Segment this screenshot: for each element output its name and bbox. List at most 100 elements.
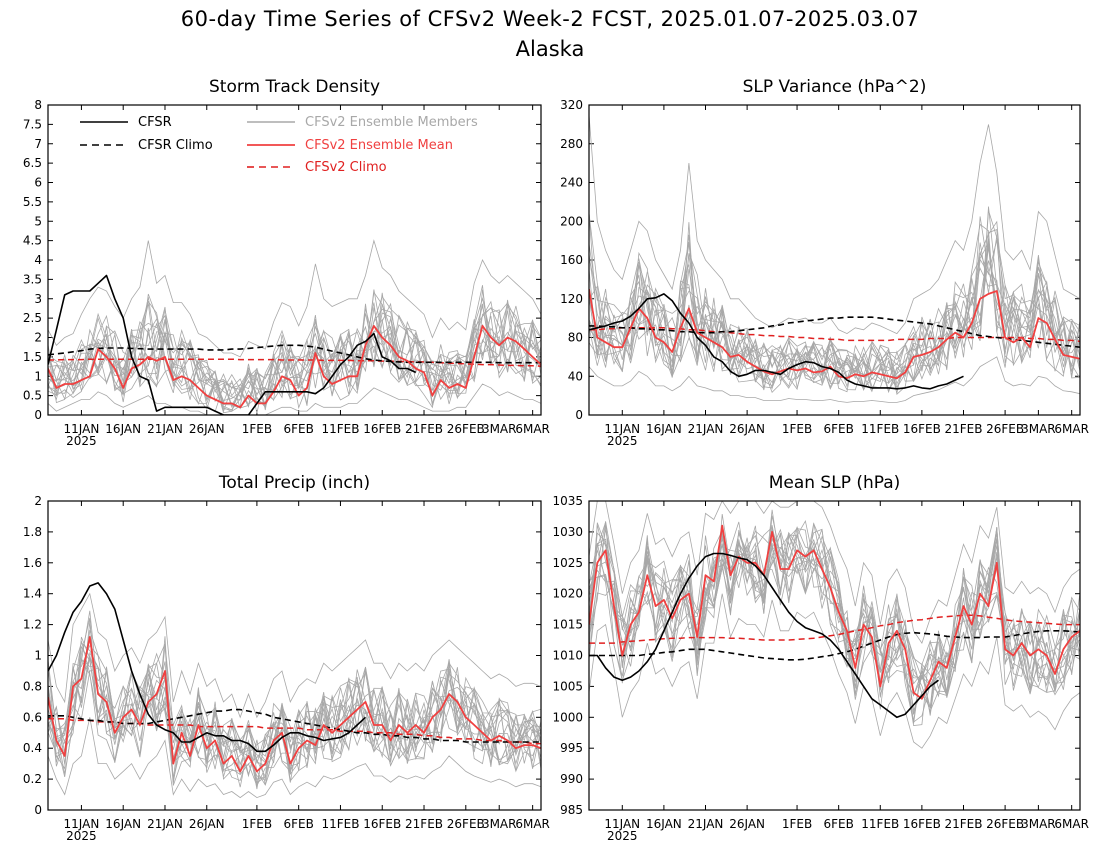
x-year-label: 2025 [66, 434, 97, 448]
ensemble-member-line [589, 529, 1080, 715]
x-tick-label: 11FEB [861, 422, 899, 436]
series-cfsr-climo [589, 316, 1080, 348]
x-tick-label: 6FEB [823, 817, 853, 831]
panel-title: SLP Variance (hPa^2) [743, 77, 927, 97]
series-cfsr-climo [589, 630, 1080, 661]
series-cfsr [48, 274, 417, 415]
series-cfsr-climo [48, 708, 541, 743]
y-tick-label: 0.8 [23, 679, 42, 693]
x-tick-label: 3MAR [482, 817, 517, 831]
x-tick-label: 16FEB [903, 817, 941, 831]
ensemble-member-line [589, 212, 1080, 390]
y-tick-label: 80 [568, 331, 583, 345]
ensemble-member-line [48, 293, 541, 410]
ensemble-member-line [48, 303, 541, 407]
ensemble-envelope-upper [48, 239, 541, 358]
y-tick-label: 2.5 [23, 311, 42, 325]
x-tick-label: 3MAR [482, 422, 517, 436]
y-tick-label: 200 [560, 214, 583, 228]
ensemble-member-line [48, 667, 541, 780]
plot-frame [588, 104, 1081, 416]
ensemble-member-line [48, 292, 541, 414]
ensemble-member-line [589, 210, 1080, 392]
ensemble-envelope-lower [589, 356, 1080, 403]
y-tick-label: 0.6 [23, 710, 42, 724]
series-cfsv2-ensemble-mean [48, 325, 541, 409]
y-tick-label: 1 [34, 649, 42, 663]
x-tick-label: 11JAN [64, 817, 100, 831]
x-tick-label: 26FEB [447, 817, 485, 831]
series-cfsv2-ensemble-mean [48, 636, 541, 773]
y-tick-label: 985 [560, 803, 583, 817]
x-tick-label: 26JAN [729, 422, 765, 436]
figure-subtitle: Alaska [516, 37, 585, 61]
y-tick-label: 120 [560, 292, 583, 306]
y-tick-label: 0 [575, 408, 583, 422]
y-tick-label: 990 [560, 772, 583, 786]
plot-frame [588, 500, 1081, 811]
x-tick-label: 6FEB [283, 422, 313, 436]
y-tick-label: 2 [34, 494, 42, 508]
legend-label-cfsr-climo: CFSR Climo [138, 138, 213, 153]
panel-title: Mean SLP (hPa) [769, 473, 901, 493]
x-tick-label: 16FEB [363, 422, 401, 436]
y-tick-label: 995 [560, 741, 583, 755]
y-tick-label: 1025 [552, 556, 583, 570]
panel-storm-track-density: Storm Track Density 0 0.5 1 1.5 2 2.5 3 3.5 4 4.5 5… [23, 77, 550, 448]
x-tick-label: 11JAN [604, 422, 640, 436]
ensemble-envelope-upper [48, 592, 541, 719]
y-tick-label: 0.4 [23, 741, 42, 755]
x-tick-label: 21FEB [405, 422, 443, 436]
x-tick-label: 26JAN [189, 817, 225, 831]
y-tick-label: 1.6 [23, 556, 42, 570]
plot-area [589, 114, 1080, 403]
x-tick-label: 26JAN [189, 422, 225, 436]
panel-slp-variance: SLP Variance (hPa^2) 0 40 80 120 160 200 240 280… [560, 77, 1089, 448]
ensemble-envelope-lower [48, 717, 541, 799]
x-tick-label: 3MAR [1021, 817, 1056, 831]
plot-area [589, 501, 1080, 749]
y-tick-label: 1005 [552, 679, 583, 693]
x-tick-label: 11FEB [861, 817, 899, 831]
y-tick-label: 3.5 [23, 272, 42, 286]
y-tick-label: 1030 [552, 525, 583, 539]
y-tick-label: 1.2 [23, 618, 42, 632]
y-tick-label: 7 [34, 137, 42, 151]
x-tick-label: 21JAN [147, 422, 183, 436]
x-tick-label: 21JAN [688, 422, 724, 436]
y-tick-label: 240 [560, 176, 583, 190]
y-tick-label: 1010 [552, 649, 583, 663]
panel-title: Storm Track Density [209, 77, 380, 97]
ensemble-member-line [589, 521, 1080, 723]
x-tick-label: 6MAR [1054, 422, 1089, 436]
x-tick-label: 21FEB [405, 817, 443, 831]
y-tick-label: 4 [34, 253, 42, 267]
y-tick-label: 0 [34, 803, 42, 817]
x-tick-label: 11JAN [604, 817, 640, 831]
legend-label-ens-mean: CFSv2 Ensemble Mean [305, 138, 453, 153]
ensemble-member-line [48, 630, 541, 784]
y-tick-label: 1.8 [23, 525, 42, 539]
x-tick-label: 21JAN [688, 817, 724, 831]
plot-area [48, 239, 541, 415]
x-tick-label: 26FEB [447, 422, 485, 436]
figure-title: 60-day Time Series of CFSv2 Week-2 FCST,… [181, 7, 919, 31]
y-tick-label: 0.5 [23, 389, 42, 403]
x-tick-label: 6MAR [515, 817, 550, 831]
series-cfsr [589, 293, 964, 390]
y-tick-label: 2 [34, 331, 42, 345]
y-tick-label: 280 [560, 137, 583, 151]
x-tick-label: 1FEB [782, 817, 812, 831]
y-tick-label: 1000 [552, 710, 583, 724]
y-tick-label: 6.5 [23, 156, 42, 170]
series-cfsv2-ensemble-mean [589, 288, 1080, 380]
ensemble-member-line [48, 645, 541, 786]
ensemble-member-line [589, 513, 1080, 691]
x-tick-label: 26FEB [986, 422, 1024, 436]
y-tick-label: 160 [560, 253, 583, 267]
y-tick-label: 5 [34, 214, 42, 228]
ensemble-member-line [48, 620, 541, 786]
ensemble-member-line [48, 302, 541, 411]
y-tick-label: 1020 [552, 587, 583, 601]
